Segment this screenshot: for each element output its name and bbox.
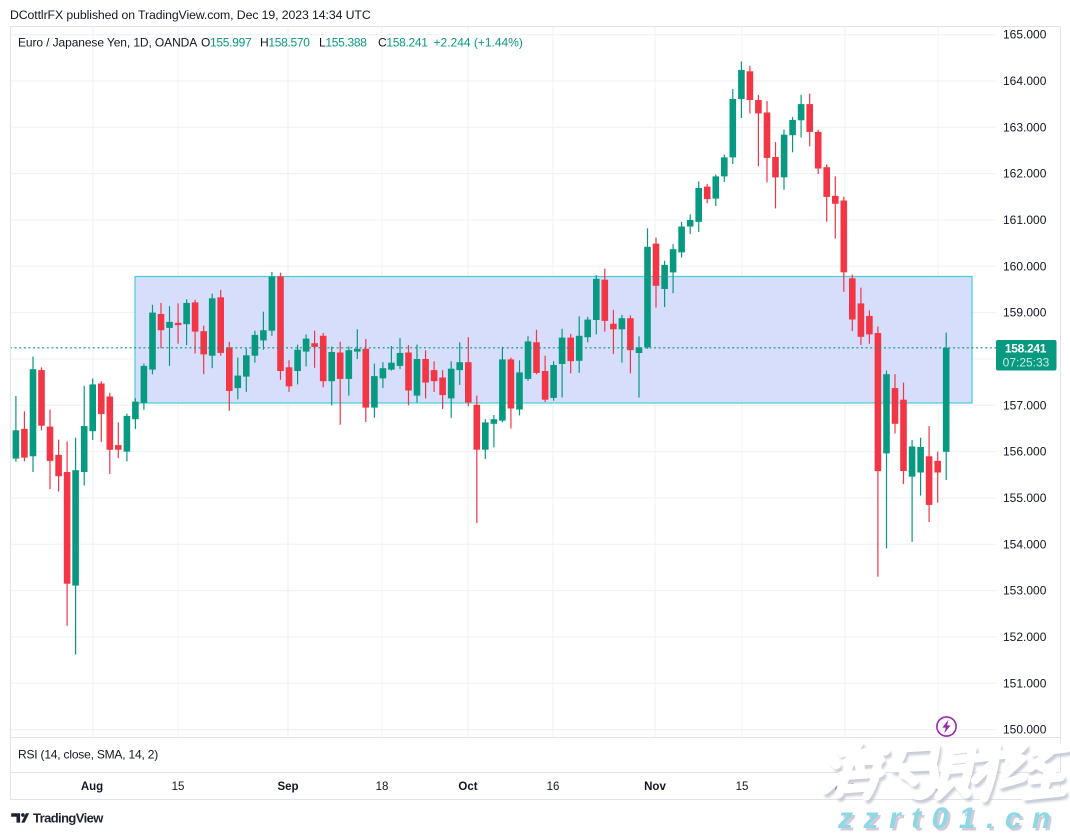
svg-text:164.000: 164.000 (1003, 74, 1047, 88)
svg-text:152.000: 152.000 (1003, 630, 1047, 644)
svg-text:+2.244 (+1.44%): +2.244 (+1.44%) (434, 36, 523, 50)
svg-text:zzrt01.cn: zzrt01.cn (837, 802, 1061, 835)
svg-text:Aug: Aug (81, 781, 103, 793)
svg-text:156.000: 156.000 (1003, 445, 1047, 459)
svg-text:158.241: 158.241 (1005, 342, 1047, 356)
svg-text:161.000: 161.000 (1003, 213, 1047, 227)
svg-text:Euro / Japanese Yen, 1D, OANDA: Euro / Japanese Yen, 1D, OANDA (18, 36, 197, 50)
svg-text:163.000: 163.000 (1003, 120, 1047, 134)
svg-text:162.000: 162.000 (1003, 167, 1047, 181)
svg-text:15: 15 (736, 781, 749, 793)
svg-text:H158.570: H158.570 (260, 36, 310, 50)
svg-text:RSI (14, close, SMA, 14, 2): RSI (14, close, SMA, 14, 2) (18, 748, 158, 762)
svg-text:160.000: 160.000 (1003, 259, 1047, 273)
svg-text:Sep: Sep (277, 781, 298, 793)
svg-text:zzrt01.cn: zzrt01.cn (840, 805, 1064, 836)
svg-text:TradingView: TradingView (33, 811, 104, 826)
svg-text:C158.241: C158.241 (378, 36, 428, 50)
svg-text:18: 18 (376, 781, 389, 793)
svg-text:165.000: 165.000 (1003, 28, 1047, 42)
svg-text:15: 15 (172, 781, 185, 793)
svg-text:153.000: 153.000 (1003, 584, 1047, 598)
svg-text:07:25:33: 07:25:33 (1003, 356, 1050, 370)
svg-text:150.000: 150.000 (1003, 723, 1047, 737)
svg-text:157.000: 157.000 (1003, 398, 1047, 412)
svg-text:151.000: 151.000 (1003, 676, 1047, 690)
svg-text:Nov: Nov (644, 781, 666, 793)
svg-text:16: 16 (547, 781, 560, 793)
svg-text:Oct: Oct (458, 781, 477, 793)
svg-text:O155.997: O155.997 (201, 36, 252, 50)
svg-text:154.000: 154.000 (1003, 537, 1047, 551)
svg-text:DCottlrFX published on Trading: DCottlrFX published on TradingView.com, … (10, 8, 371, 22)
svg-text:L155.388: L155.388 (319, 36, 367, 50)
svg-text:159.000: 159.000 (1003, 306, 1047, 320)
svg-text:155.000: 155.000 (1003, 491, 1047, 505)
